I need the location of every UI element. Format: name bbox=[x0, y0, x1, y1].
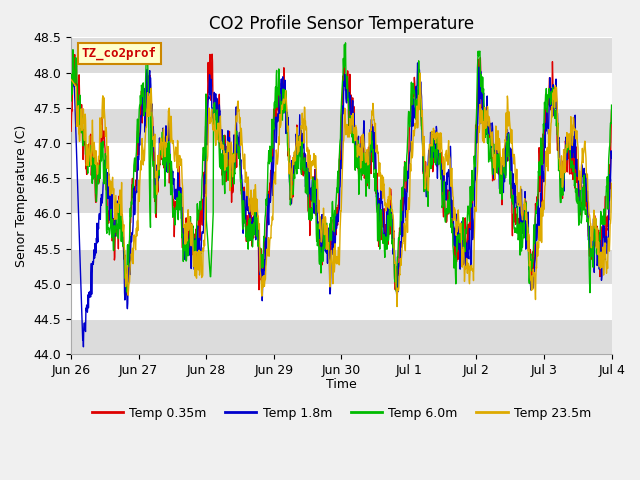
Bar bbox=[71, 37, 612, 72]
Temp 1.8m bbox=[131, 192, 139, 198]
Line: Temp 6.0m: Temp 6.0m bbox=[71, 43, 612, 293]
Bar bbox=[71, 108, 612, 143]
Temp 0.35m bbox=[208, 51, 216, 57]
Temp 6.0m bbox=[296, 166, 304, 172]
Title: CO2 Profile Sensor Temperature: CO2 Profile Sensor Temperature bbox=[209, 15, 474, 33]
Temp 0.35m bbox=[122, 292, 130, 298]
Temp 23.5m bbox=[67, 77, 75, 83]
Temp 6.0m bbox=[375, 213, 383, 218]
Temp 0.35m bbox=[298, 151, 305, 157]
Temp 1.8m bbox=[79, 344, 87, 350]
Temp 23.5m bbox=[416, 70, 424, 76]
Temp 1.8m bbox=[375, 198, 383, 204]
Temp 0.35m bbox=[376, 196, 383, 202]
Temp 6.0m bbox=[608, 102, 616, 108]
Temp 1.8m bbox=[67, 77, 75, 83]
Temp 23.5m bbox=[375, 162, 383, 168]
Temp 1.8m bbox=[414, 60, 422, 66]
Temp 0.35m bbox=[318, 262, 326, 268]
Line: Temp 1.8m: Temp 1.8m bbox=[71, 63, 612, 347]
Temp 23.5m bbox=[109, 186, 117, 192]
Temp 23.5m bbox=[608, 180, 616, 186]
Temp 0.35m bbox=[131, 183, 139, 189]
Legend: Temp 0.35m, Temp 1.8m, Temp 6.0m, Temp 23.5m: Temp 0.35m, Temp 1.8m, Temp 6.0m, Temp 2… bbox=[86, 402, 596, 424]
Temp 1.8m bbox=[308, 185, 316, 191]
Temp 23.5m bbox=[296, 132, 304, 138]
Temp 0.35m bbox=[308, 197, 316, 203]
Temp 1.8m bbox=[608, 155, 616, 160]
Temp 1.8m bbox=[109, 220, 117, 226]
Temp 23.5m bbox=[317, 239, 325, 245]
Text: TZ_co2prof: TZ_co2prof bbox=[82, 47, 157, 60]
Temp 23.5m bbox=[308, 163, 316, 169]
Temp 6.0m bbox=[317, 259, 325, 264]
Line: Temp 0.35m: Temp 0.35m bbox=[71, 54, 612, 295]
Temp 23.5m bbox=[393, 304, 401, 310]
Temp 0.35m bbox=[67, 128, 75, 134]
Bar bbox=[71, 319, 612, 354]
Temp 0.35m bbox=[109, 219, 117, 225]
Temp 6.0m bbox=[109, 233, 117, 239]
Temp 1.8m bbox=[297, 138, 305, 144]
Bar bbox=[71, 249, 612, 284]
Y-axis label: Senor Temperature (C): Senor Temperature (C) bbox=[15, 125, 28, 267]
Temp 1.8m bbox=[318, 216, 326, 222]
Temp 6.0m bbox=[131, 156, 139, 162]
Bar bbox=[71, 178, 612, 213]
Temp 6.0m bbox=[586, 290, 594, 296]
Temp 23.5m bbox=[131, 234, 139, 240]
Line: Temp 23.5m: Temp 23.5m bbox=[71, 73, 612, 307]
X-axis label: Time: Time bbox=[326, 378, 356, 391]
Temp 6.0m bbox=[342, 40, 349, 46]
Temp 6.0m bbox=[67, 98, 75, 104]
Temp 0.35m bbox=[608, 108, 616, 114]
Temp 6.0m bbox=[308, 205, 316, 211]
